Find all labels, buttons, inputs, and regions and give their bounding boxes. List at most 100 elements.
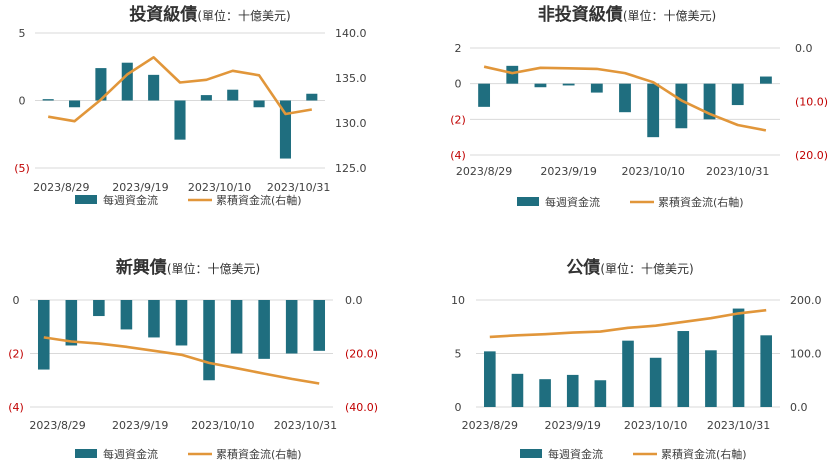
right-axis-tick-label: 0.0 xyxy=(795,42,813,55)
legend-bar-label: 每週資金流 xyxy=(548,447,603,461)
x-axis-tick-label: 2023/9/19 xyxy=(112,181,168,194)
x-axis-tick-label: 2023/10/10 xyxy=(624,419,687,432)
chart-title: 非投資級債(單位：十億美元) xyxy=(538,4,716,25)
x-axis-tick-label: 2023/9/19 xyxy=(112,419,168,432)
flow-bar xyxy=(95,68,107,101)
chart-title-unit: (單位：十億美元) xyxy=(197,8,290,23)
left-axis-tick-label: (5) xyxy=(14,162,30,175)
left-axis-tick-label: 2 xyxy=(455,42,462,55)
x-axis-tick-label: 2023/10/31 xyxy=(707,419,770,432)
right-axis-tick-label: 0.0 xyxy=(790,401,808,414)
flow-bar xyxy=(174,100,186,140)
cumulative-line xyxy=(47,55,313,123)
flow-bar xyxy=(675,83,688,129)
x-axis-tick-label: 2023/8/29 xyxy=(33,181,89,194)
flow-bar xyxy=(478,83,491,107)
chart-legend: 每週資金流 累積資金流(右軸) xyxy=(75,447,302,461)
flow-bar xyxy=(148,300,160,338)
right-axis-tick-label: 130.0 xyxy=(335,117,367,130)
flow-bar xyxy=(647,83,660,138)
legend-line-label: 累積資金流(右軸) xyxy=(658,195,744,209)
left-axis-tick-label: (2) xyxy=(450,113,466,126)
legend-bar-label: 每週資金流 xyxy=(103,193,158,207)
x-axis-tick-label: 2023/10/10 xyxy=(621,165,684,178)
flow-bar xyxy=(120,300,133,330)
flow-bar xyxy=(594,380,607,407)
flow-bar xyxy=(227,89,239,101)
flow-bar xyxy=(484,351,496,407)
chart-title: 公債(單位：十億美元) xyxy=(566,257,693,278)
flow-bar xyxy=(539,379,551,407)
left-axis-tick-label: (4) xyxy=(8,401,24,414)
legend-line-label: 累積資金流(右軸) xyxy=(216,447,302,461)
flow-bar xyxy=(253,100,265,108)
x-axis-tick-label: 2023/9/19 xyxy=(545,419,601,432)
left-axis-tick-label: (4) xyxy=(450,149,466,162)
flow-bar xyxy=(175,300,188,346)
x-axis-tick-label: 2023/10/10 xyxy=(191,419,254,432)
x-axis-tick-label: 2023/10/10 xyxy=(188,181,251,194)
x-axis-tick-label: 2023/8/29 xyxy=(29,419,85,432)
left-axis-tick-label: 5 xyxy=(19,27,26,40)
left-axis-tick-label: 5 xyxy=(455,348,462,361)
chart-panel-hy: 非投資級債(單位：十億美元) 2 0 (2) (4) 0.0 (10.0) (20.0) 202… xyxy=(450,4,828,209)
chart-title-unit: (單位：十億美元) xyxy=(167,261,260,276)
flow-bar xyxy=(313,300,326,351)
left-axis-tick-label: 10 xyxy=(451,294,465,307)
right-axis-tick-label: (20.0) xyxy=(345,348,378,361)
legend-line-label: 累積資金流(右軸) xyxy=(661,447,747,461)
flow-bar xyxy=(649,357,662,407)
chart-title-unit: (單位：十億美元) xyxy=(623,8,716,23)
flow-bar xyxy=(285,300,298,354)
flow-bar xyxy=(203,300,215,381)
flow-bar xyxy=(65,300,78,346)
legend-bar-swatch xyxy=(517,197,539,206)
x-axis-tick-label: 2023/8/29 xyxy=(462,419,518,432)
chart-title-unit: (單位：十億美元) xyxy=(600,261,693,276)
flow-bar xyxy=(306,93,318,101)
chart-panel-ig: 投資級債(單位：十億美元) 5 0 (5) 140.0 135.0 130.0 125.0 20… xyxy=(14,4,366,207)
flow-bar xyxy=(506,65,519,84)
right-axis-tick-label: 100.0 xyxy=(790,348,822,361)
left-axis-tick-label: 0 xyxy=(13,294,20,307)
chart-title-main: 投資級債 xyxy=(129,4,197,25)
chart-panel-em: 新興債(單位：十億美元) 0 (2) (4) 0.0 (20.0) (40.0) 2023/8… xyxy=(8,257,378,461)
flow-bar xyxy=(705,350,717,407)
x-axis-tick-label: 2023/10/31 xyxy=(267,181,330,194)
right-axis-tick-label: (40.0) xyxy=(345,401,378,414)
flow-bar xyxy=(732,308,745,407)
flow-bar xyxy=(42,99,54,101)
chart-panel-sov: 公債(單位：十億美元) 10 5 0 200.0 100.0 0.0 2023/8/29 202… xyxy=(451,257,822,461)
right-axis-tick-label: (10.0) xyxy=(795,96,828,109)
flow-bar xyxy=(258,300,270,359)
flow-bar xyxy=(703,83,716,120)
flow-bar xyxy=(93,300,105,317)
chart-title: 新興債(單位：十億美元) xyxy=(116,257,260,278)
chart-title-main: 非投資級債 xyxy=(538,4,623,25)
legend-bar-swatch xyxy=(520,449,542,458)
left-axis-tick-label: (2) xyxy=(8,348,24,361)
x-axis-tick-label: 2023/9/19 xyxy=(540,165,596,178)
flow-bar xyxy=(731,83,744,106)
flow-bar xyxy=(622,340,634,407)
flow-bar xyxy=(121,62,133,101)
legend-bar-swatch xyxy=(75,195,97,204)
right-axis-tick-label: 140.0 xyxy=(335,27,367,40)
flow-bar xyxy=(759,76,772,84)
legend-bar-swatch xyxy=(75,449,97,458)
chart-legend: 每週資金流 累積資金流(右軸) xyxy=(520,447,747,461)
left-axis-tick-label: 0 xyxy=(455,78,462,91)
x-axis-tick-label: 2023/8/29 xyxy=(456,165,512,178)
flow-bar xyxy=(69,100,81,108)
left-axis-tick-label: 0 xyxy=(455,401,462,414)
flow-bar xyxy=(279,100,291,159)
flow-bar xyxy=(562,83,575,86)
flow-bar xyxy=(200,95,212,101)
cumulative-line xyxy=(43,336,320,385)
right-axis-tick-label: 125.0 xyxy=(335,162,367,175)
flow-bar xyxy=(534,83,547,88)
cumulative-line xyxy=(489,308,767,339)
chart-title-main: 公債 xyxy=(566,257,600,278)
